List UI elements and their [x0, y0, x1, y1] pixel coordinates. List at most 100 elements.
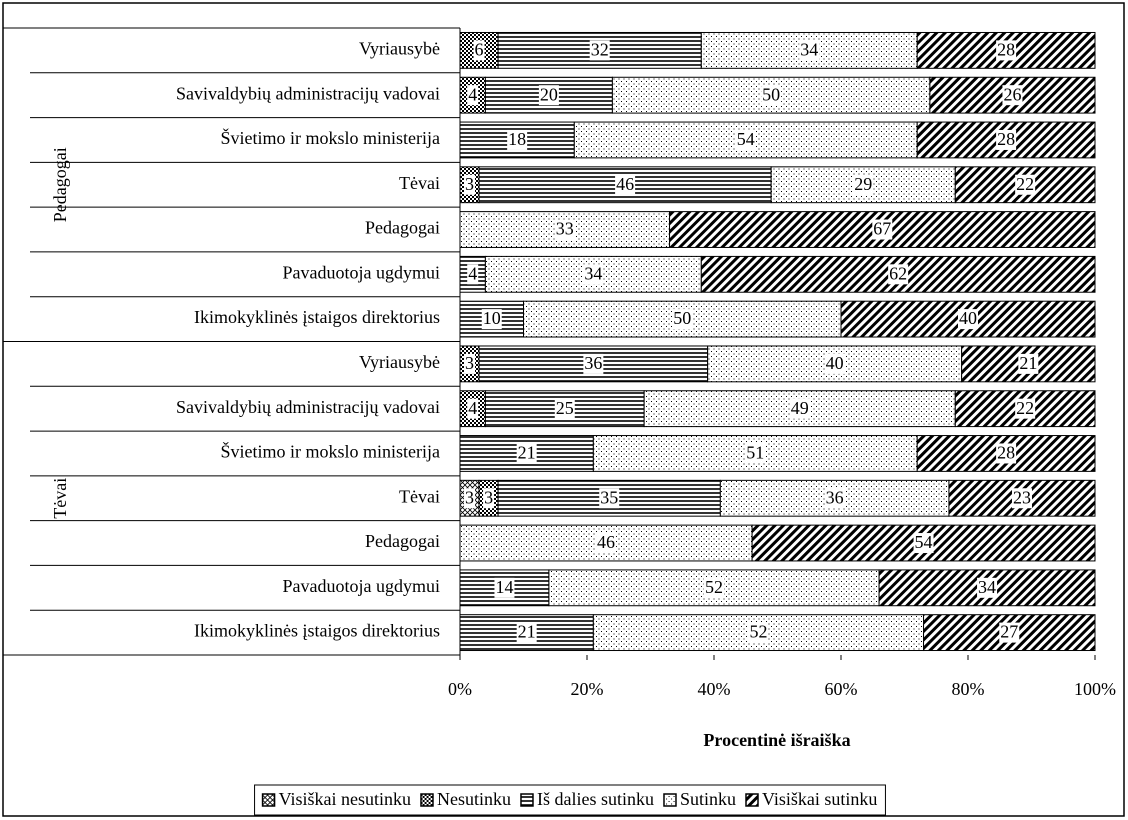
- value-label: 4: [468, 84, 477, 104]
- value-label: 36: [584, 353, 602, 373]
- value-label: 3: [465, 174, 474, 194]
- x-tick-label: 0%: [448, 679, 472, 699]
- category-label: Švietimo ir mokslo ministerija: [221, 127, 441, 148]
- category-label: Tėvai: [399, 486, 440, 506]
- legend-box: [254, 784, 886, 816]
- value-label-bg: [464, 174, 476, 195]
- value-label: 34: [800, 40, 818, 60]
- value-label-bg: [704, 577, 724, 598]
- category-label: Vyriausybė: [359, 39, 440, 59]
- value-label-bg: [467, 85, 479, 106]
- value-label-bg: [872, 219, 893, 240]
- x-axis-label: Procentinė išraiška: [703, 730, 850, 750]
- value-label: 21: [1019, 353, 1037, 373]
- value-label: 46: [616, 174, 634, 194]
- value-label-bg: [672, 309, 693, 330]
- x-tick-label: 60%: [825, 679, 858, 699]
- value-label-bg: [996, 40, 1017, 61]
- value-label: 51: [746, 443, 764, 463]
- value-label: 40: [959, 308, 977, 328]
- value-label: 29: [854, 174, 872, 194]
- value-label: 4: [468, 263, 477, 283]
- value-label: 34: [584, 263, 602, 283]
- value-label-bg: [958, 309, 978, 330]
- legend-swatch: [663, 793, 677, 807]
- value-label: 35: [600, 487, 618, 507]
- value-label-bg: [996, 129, 1017, 150]
- value-label: 4: [468, 398, 477, 418]
- legend-swatch: [520, 793, 534, 807]
- value-label: 67: [873, 219, 891, 239]
- value-label: 27: [1000, 622, 1018, 642]
- value-label: 33: [556, 219, 574, 239]
- value-label: 34: [978, 577, 996, 597]
- value-label-bg: [789, 398, 810, 419]
- category-label: Ikimokyklinės įstaigos direktorius: [194, 307, 440, 327]
- value-label: 21: [518, 443, 536, 463]
- category-label: Tėvai: [399, 173, 440, 193]
- value-label: 46: [597, 532, 615, 552]
- value-label: 54: [915, 532, 933, 552]
- value-label-bg: [799, 40, 820, 61]
- value-label-bg: [473, 40, 485, 61]
- category-label: Pedagogai: [365, 531, 440, 551]
- value-label: 36: [826, 487, 844, 507]
- value-label-bg: [761, 85, 782, 106]
- value-label-bg: [589, 40, 610, 61]
- value-label-bg: [913, 533, 934, 554]
- legend-label: Nesutinku: [437, 789, 511, 809]
- value-label-bg: [467, 398, 479, 419]
- value-label: 10: [483, 308, 501, 328]
- value-label-bg: [853, 174, 874, 195]
- x-tick-label: 80%: [952, 679, 985, 699]
- value-label-bg: [1015, 174, 1036, 195]
- value-label: 18: [508, 129, 526, 149]
- value-label: 23: [1013, 487, 1031, 507]
- value-label: 32: [591, 40, 609, 60]
- value-label-bg: [1018, 353, 1039, 374]
- value-label: 3: [465, 353, 474, 373]
- legend-label: Iš dalies sutinku: [537, 789, 654, 809]
- category-label: Pavaduotoja ugdymui: [283, 262, 440, 282]
- value-label-bg: [996, 443, 1017, 464]
- value-label-bg: [494, 577, 515, 598]
- value-label: 3: [465, 487, 474, 507]
- value-label-bg: [748, 622, 769, 643]
- value-label: 40: [826, 353, 844, 373]
- value-label-bg: [977, 577, 998, 598]
- category-label: Ikimokyklinės įstaigos direktorius: [194, 621, 440, 641]
- legend-swatch: [745, 793, 759, 807]
- value-label-bg: [583, 264, 604, 285]
- value-label-bg: [888, 264, 909, 285]
- x-tick-label: 20%: [571, 679, 604, 699]
- value-label: 3: [484, 487, 493, 507]
- value-label: 14: [495, 577, 513, 597]
- x-tick-label: 40%: [698, 679, 731, 699]
- legend-swatch: [261, 793, 276, 807]
- value-label-bg: [824, 353, 845, 374]
- value-label: 22: [1016, 398, 1034, 418]
- value-label-bg: [615, 174, 636, 195]
- value-label-bg: [1015, 398, 1036, 419]
- value-label-bg: [824, 488, 845, 509]
- value-label-bg: [554, 219, 575, 240]
- value-label: 26: [1003, 84, 1021, 104]
- group-label: Pedagogai: [50, 147, 70, 222]
- value-label-bg: [583, 353, 604, 374]
- value-label: 50: [673, 308, 691, 328]
- value-label-bg: [1002, 85, 1023, 106]
- value-label-bg: [554, 398, 575, 419]
- value-label: 54: [737, 129, 755, 149]
- x-tick-label: 100%: [1074, 679, 1116, 699]
- value-label-bg: [599, 488, 620, 509]
- value-label-bg: [735, 129, 756, 150]
- value-label-bg: [745, 443, 766, 464]
- value-label-bg: [538, 85, 559, 106]
- legend-label: Visiškai sutinku: [762, 789, 877, 809]
- value-label-bg: [481, 309, 502, 330]
- value-label: 28: [997, 40, 1015, 60]
- value-label-bg: [516, 622, 537, 643]
- value-label-bg: [507, 129, 528, 150]
